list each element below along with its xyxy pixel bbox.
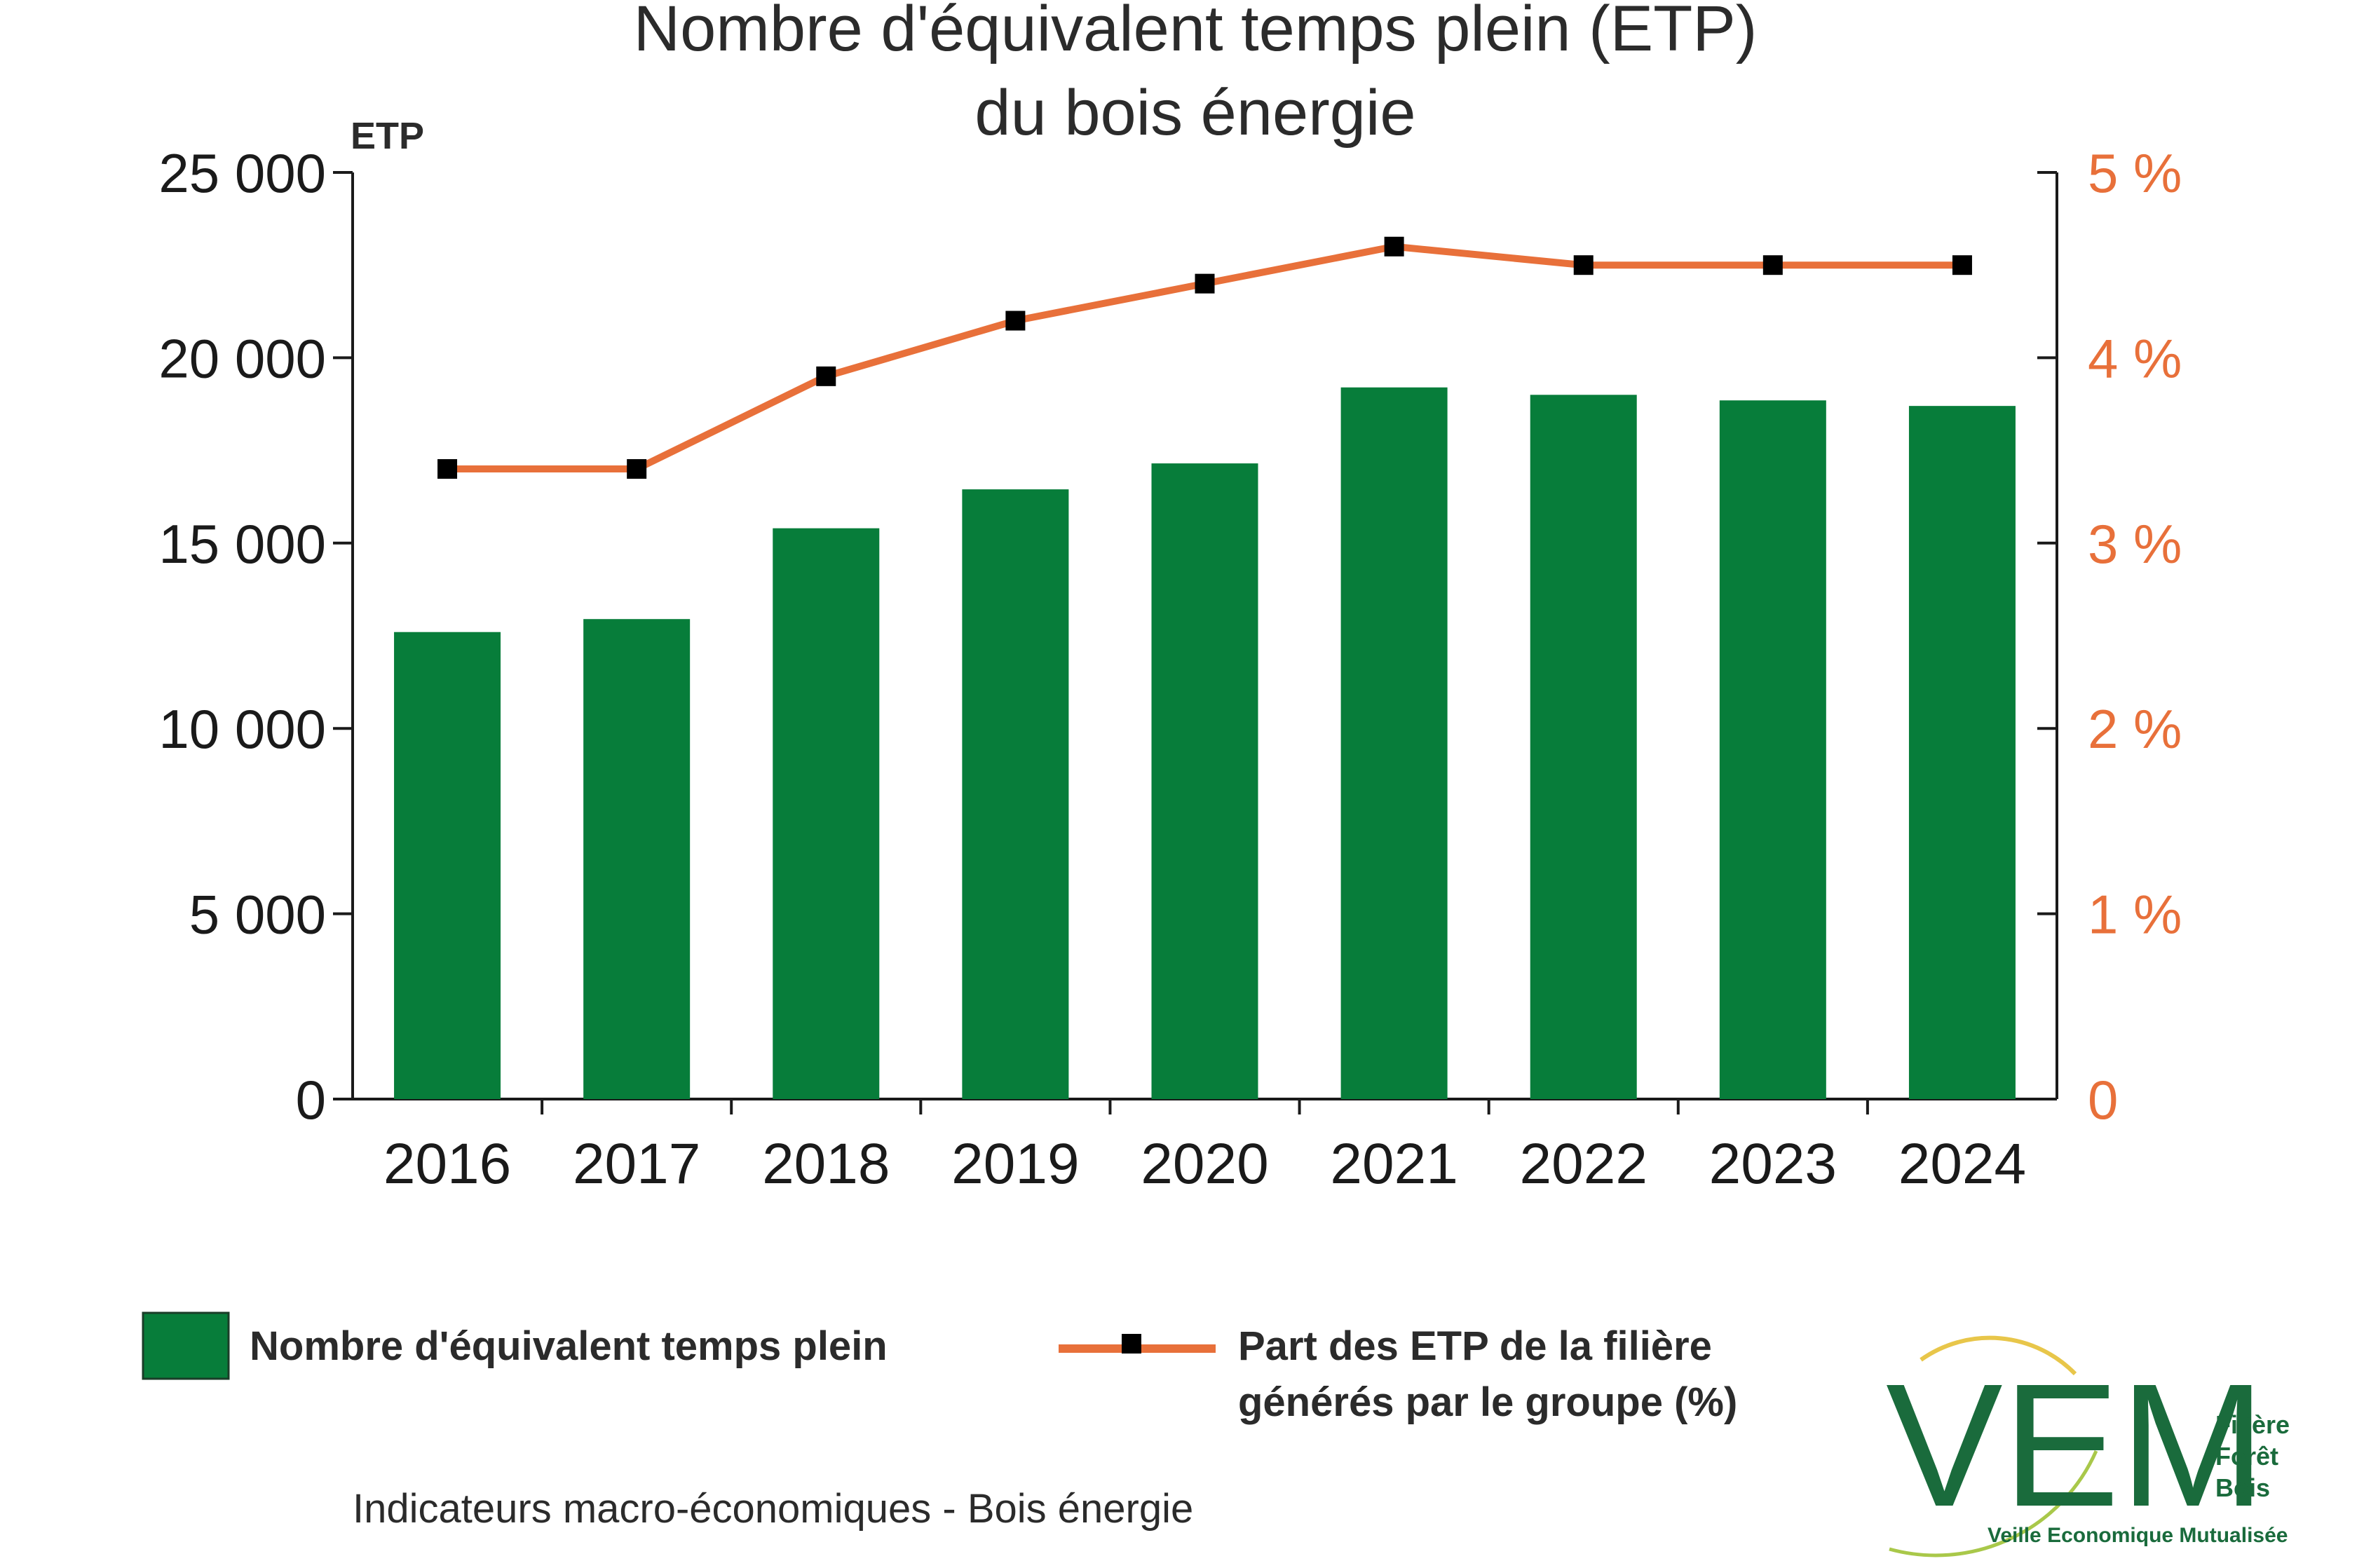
line-marker (1005, 311, 1026, 331)
logo-arc-yellow (1920, 1335, 2077, 1376)
vem-logo: VEM Filière Forêt Bois Veille Economique… (1886, 1335, 2290, 1557)
bar-series (394, 387, 2016, 1099)
x-tick-label: 2016 (383, 1132, 511, 1196)
x-tick-label: 2024 (1898, 1132, 2026, 1196)
chart-title-line2: du bois énergie (974, 77, 1415, 149)
y-left-tick-label: 10 000 (158, 698, 326, 760)
line-marker (1195, 273, 1215, 294)
x-tick-label: 2023 (1709, 1132, 1837, 1196)
y-right-tick-labels: 0 1 % 2 % 3 % 4 % 5 % (2088, 142, 2182, 1131)
bar (1340, 387, 1448, 1099)
bar (1908, 406, 2016, 1099)
legend-bar-label: Nombre d'équivalent temps plein (250, 1323, 888, 1369)
y-right-tick-label: 5 % (2088, 142, 2182, 204)
logo-tagline: Veille Economique Mutualisée (1988, 1524, 2288, 1547)
bar (1719, 400, 1826, 1099)
line-marker (1952, 255, 1972, 275)
y-left-tick-label: 20 000 (158, 327, 326, 389)
x-tick-labels: 2016 2017 2018 2019 2020 2021 2022 2023 2024 (383, 1132, 2026, 1196)
legend-line-label-line2: générés par le groupe (%) (1238, 1379, 1737, 1425)
x-tick-label: 2017 (573, 1132, 700, 1196)
y-left-tick-label: 5 000 (189, 884, 326, 946)
y-left-tick-label: 0 (296, 1069, 326, 1131)
legend-bar-swatch (142, 1311, 230, 1380)
logo-filiere: Filière (2215, 1410, 2290, 1439)
bar (1151, 463, 1258, 1099)
logo-letters: VEM (1886, 1347, 2266, 1543)
bar (583, 619, 691, 1099)
x-tick-label: 2020 (1141, 1132, 1268, 1196)
chart-title-line1: Nombre d'équivalent temps plein (ETP) (634, 0, 1758, 64)
y-left-tick-label: 25 000 (158, 142, 326, 204)
bar (394, 632, 501, 1099)
y-right-tick-label: 2 % (2088, 698, 2182, 760)
y-left-unit-label: ETP (351, 115, 424, 157)
line-marker (627, 459, 647, 479)
y-right-tick-label: 0 (2088, 1069, 2118, 1131)
y-left-tick-labels: 0 5 000 10 000 15 000 20 000 25 000 (158, 142, 326, 1131)
y-left-tick-label: 15 000 (158, 513, 326, 575)
bar (1530, 395, 1637, 1099)
x-tick-label: 2022 (1520, 1132, 1647, 1196)
line-marker (437, 459, 458, 479)
x-tick-label: 2019 (951, 1132, 1079, 1196)
y-right-tick-label: 1 % (2088, 884, 2182, 946)
y-right-tick-label: 3 % (2088, 513, 2182, 575)
bar (773, 528, 880, 1099)
legend: Nombre d'équivalent temps plein Part des… (142, 1311, 1737, 1425)
x-tick-label: 2018 (762, 1132, 890, 1196)
line-marker (1384, 236, 1404, 257)
line-marker (816, 366, 836, 386)
bar (962, 489, 1069, 1099)
line-marker (1573, 255, 1594, 275)
y-right-tick-label: 4 % (2088, 327, 2182, 389)
line-series (437, 236, 1972, 479)
footer-caption: Indicateurs macro-économiques - Bois éne… (353, 1486, 1193, 1532)
logo-foret: Forêt (2215, 1442, 2278, 1471)
x-tick-label: 2021 (1330, 1132, 1458, 1196)
legend-line-label-line1: Part des ETP de la filière (1238, 1323, 1712, 1369)
line-marker (1762, 255, 1783, 275)
logo-arc-green (1889, 1450, 2098, 1557)
legend-line-marker (1122, 1334, 1141, 1354)
logo-bois: Bois (2215, 1473, 2270, 1502)
